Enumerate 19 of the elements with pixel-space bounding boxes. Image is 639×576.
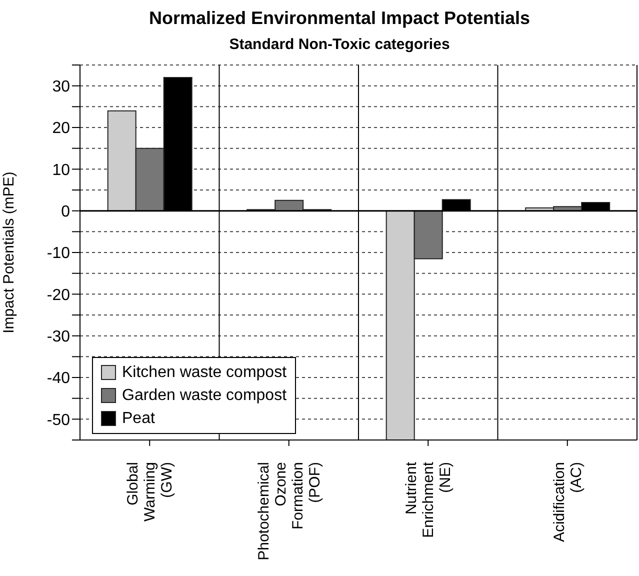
y-tick-label: 30 <box>52 78 70 96</box>
x-tick-label: Acidification (AC) <box>550 462 585 542</box>
y-tick-label: 20 <box>52 120 70 138</box>
y-tick-label: -20 <box>46 286 70 304</box>
y-tick-label: 0 <box>61 204 70 221</box>
y-tick-label: 10 <box>52 162 70 179</box>
chart-title: Normalized Environmental Impact Potentials <box>148 8 532 29</box>
y-tick-label: -40 <box>46 370 70 388</box>
legend-label: Garden waste compost <box>122 386 287 404</box>
y-tick-label: -50 <box>46 412 70 429</box>
y-axis-title: Impact Potentials (mPE) <box>0 172 18 334</box>
y-tick-label: -30 <box>46 328 70 346</box>
y-tick-label: -10 <box>46 245 70 262</box>
chart-subtitle: Standard Non-Toxic categories <box>228 36 451 53</box>
legend-label: Peat <box>122 410 155 428</box>
x-tick-label: Nutrient Enrichment (NE) <box>403 461 454 538</box>
x-tick-label: Global Warming (GW) <box>124 462 176 522</box>
legend-label: Kitchen waste compost <box>122 364 287 382</box>
x-tick-label: Photochemical Ozone Formation (POF) <box>255 462 324 560</box>
